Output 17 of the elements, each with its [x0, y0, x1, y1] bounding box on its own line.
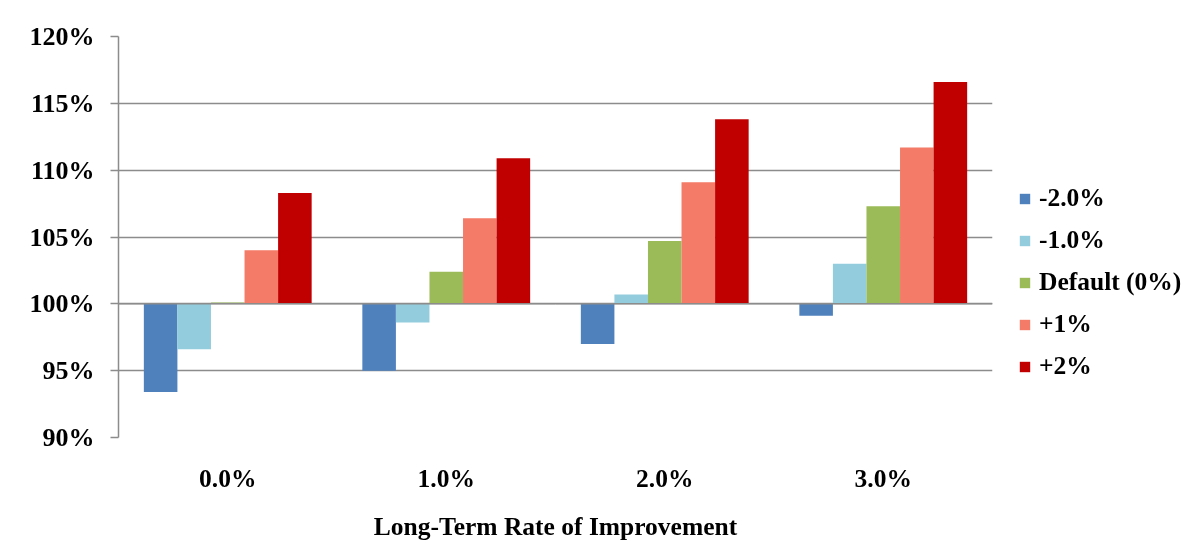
legend-label: -1.0%: [1039, 225, 1105, 255]
x-tick-label: 1.0%: [417, 463, 475, 493]
x-axis-title: Long-Term Rate of Improvement: [373, 511, 738, 541]
y-tick-label: 100%: [29, 289, 95, 319]
x-tick-label: 3.0%: [854, 463, 912, 493]
y-tick-label: 95%: [42, 356, 95, 386]
x-tick-label: 0.0%: [199, 463, 257, 493]
legend-label: +2%: [1039, 351, 1092, 381]
legend-label: Default (0%): [1039, 267, 1182, 297]
y-tick-label: 105%: [29, 222, 95, 252]
y-tick-label: 110%: [30, 155, 95, 185]
y-tick-label: 120%: [29, 22, 95, 51]
x-tick-label: 2.0%: [636, 463, 694, 493]
y-tick-label: 90%: [42, 423, 95, 452]
y-tick-label: 115%: [30, 88, 95, 118]
legend-label: +1%: [1039, 309, 1092, 339]
legend-label: -2.0%: [1039, 183, 1105, 213]
